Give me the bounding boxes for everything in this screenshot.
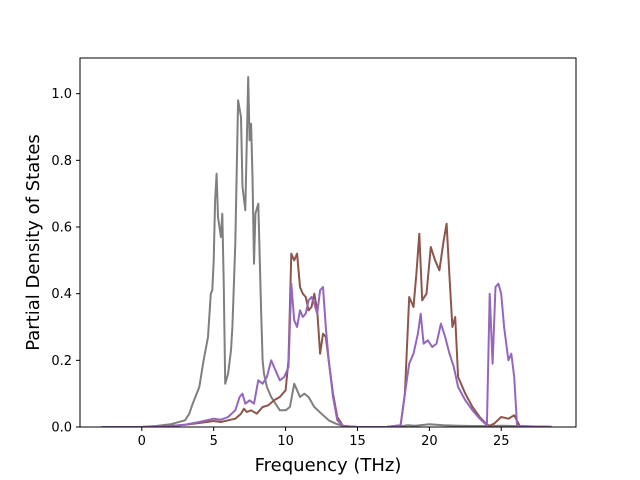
plot-area [80,58,576,427]
x-tick-label: 20 [421,434,438,449]
series-line-3 [101,282,552,427]
y-axis-label: Partial Density of States [23,134,44,351]
plot-frame [79,57,577,428]
x-tick-label: 25 [493,434,510,449]
series-layer [101,76,552,427]
y-tick-label: 0.0 [51,421,72,436]
y-tick-label: 0.2 [51,354,72,369]
x-tick-label: 5 [210,434,218,449]
x-axis-ticks: 0 5 10 15 20 25 [138,427,510,449]
x-tick-label: 15 [349,434,366,449]
x-tick-label: 10 [277,434,294,449]
y-tick-label: 0.4 [51,287,72,302]
y-tick-label: 0.6 [51,221,72,236]
y-axis-ticks: 0.0 0.2 0.4 0.6 0.8 1.0 [51,87,80,436]
x-axis-label: Frequency (THz) [255,455,402,476]
y-tick-label: 1.0 [51,87,72,102]
y-tick-label: 0.8 [51,154,72,169]
series-line-1 [101,76,552,427]
x-tick-label: 0 [138,434,146,449]
